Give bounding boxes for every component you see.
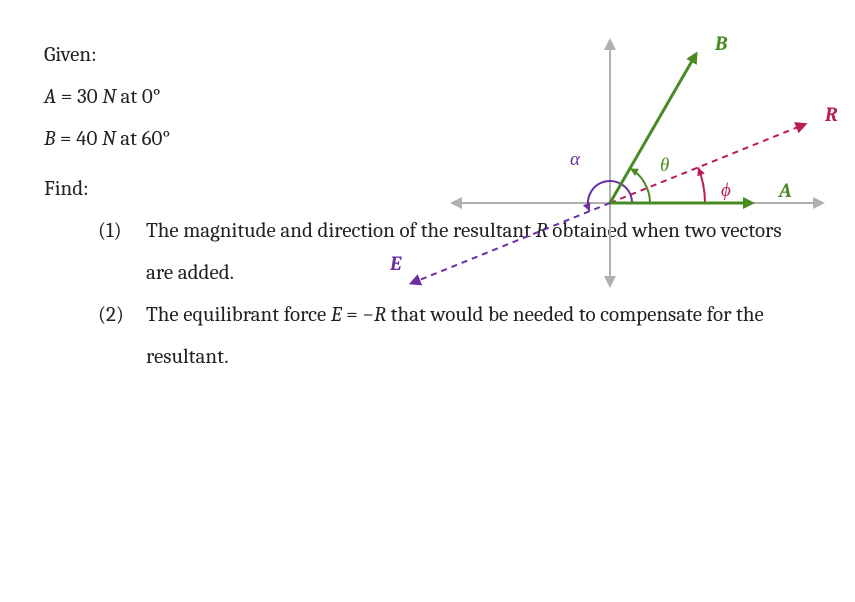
find-label: Find: — [44, 168, 399, 210]
vector-label-B: B — [714, 32, 728, 55]
item-2-num: (2) — [98, 294, 146, 378]
angle-label-ϕ: ϕ — [721, 179, 731, 201]
given-b: B = 40 N at 60° — [44, 118, 399, 160]
angle-label-α: α — [570, 148, 581, 170]
vector-label-R: R — [824, 103, 838, 126]
given-a: A = 30 N at 0° — [44, 76, 399, 118]
vector-label-A: A — [777, 179, 792, 202]
given-label: Given: — [44, 34, 399, 76]
item-1-num: (1) — [98, 210, 146, 294]
vector-diagram: α ϕ θ E R A B — [385, 18, 845, 288]
vector-label-E: E — [389, 252, 402, 275]
angle-label-θ: θ — [660, 154, 669, 176]
